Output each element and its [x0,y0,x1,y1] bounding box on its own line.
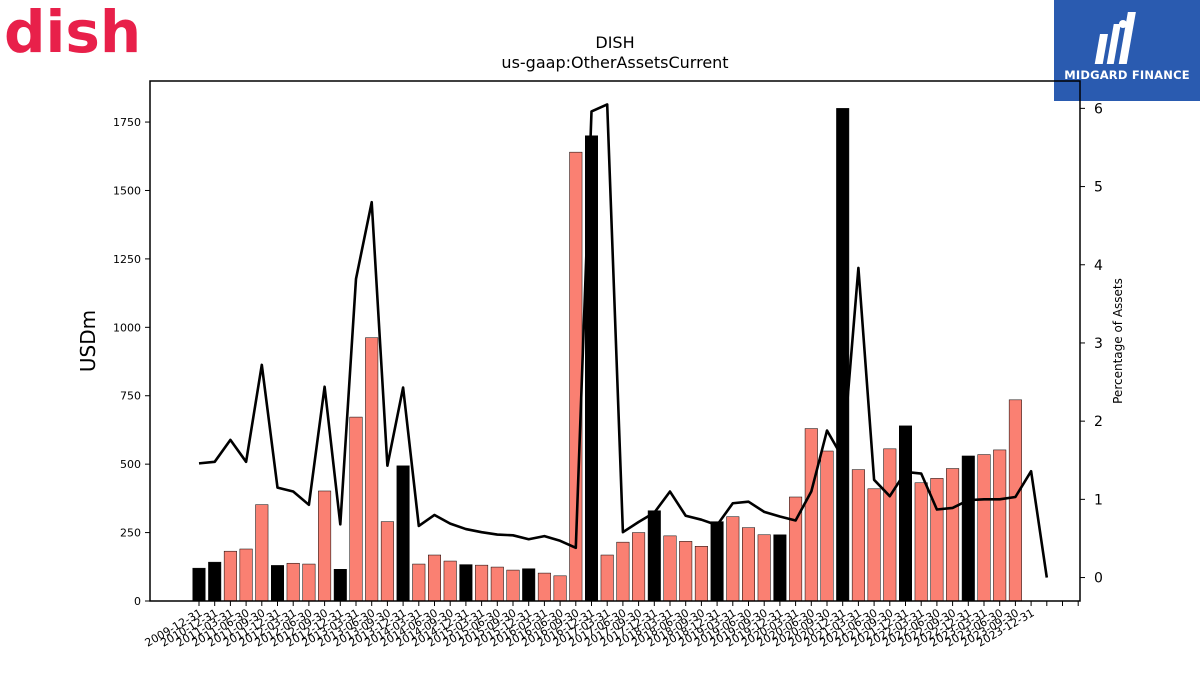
bar-2017-06-30 [663,535,677,602]
bar-2010-06-30 [223,550,237,602]
bar-2019-03-31 [773,534,787,602]
bar-2013-09-30 [428,554,441,602]
bar-2020-12-31 [883,448,897,602]
bar-2022-06-30 [977,454,991,602]
bar-2019-09-30 [804,428,818,602]
bar-2015-09-30 [553,575,567,602]
bar-2015-06-30 [537,572,551,602]
y-tick-label-1500: 1500 [113,184,141,197]
y2-axis-label: Percentage of Assets [1111,278,1125,404]
bar-2011-03-31 [271,565,284,602]
bar-2013-03-31 [396,465,410,602]
bar-2017-12-31 [694,546,708,602]
bar-2021-06-30 [914,482,928,602]
bar-2016-12-31 [632,532,646,602]
midgard-emblem-icon [1094,12,1136,64]
bar-2012-09-30 [365,337,379,602]
bar-2016-09-30 [616,541,630,602]
y-tick-label-1750: 1750 [113,116,141,129]
y-tick-label-750: 750 [120,390,141,403]
bar-2009-12-31 [192,567,206,602]
bar-2015-03-31 [522,568,536,602]
bar-2018-03-31 [710,521,724,602]
chart-subtitle: us-gaap:OtherAssetsCurrent [501,53,728,72]
y2-tick-label-0: 0 [1094,571,1103,587]
y-tick-label-0: 0 [134,595,141,608]
y2-tick-label-5: 5 [1094,180,1103,196]
bar-2010-09-30 [239,548,253,602]
y-tick-label-250: 250 [120,527,141,540]
bar-2021-12-31 [946,468,960,602]
bar-2013-06-30 [412,563,426,602]
midgard-logo-text: MIDGARD FINANCE [1064,68,1190,82]
bar-2018-09-30 [742,527,755,602]
bar-2016-06-30 [600,554,614,602]
bar-2012-06-30 [349,416,363,602]
bar-2014-12-31 [506,569,520,602]
y-axis-label: USDm [76,310,100,372]
bar-2011-12-31 [318,490,332,602]
bar-2021-03-31 [899,425,912,602]
bar-2014-03-31 [459,564,473,602]
bar-2012-12-31 [380,521,394,602]
bar-2020-06-30 [851,469,865,602]
y2-tick-label-6: 6 [1094,101,1103,117]
y2-tick-label-4: 4 [1094,258,1103,274]
y-tick-label-1000: 1000 [113,321,141,334]
y2-tick-label-3: 3 [1094,336,1103,352]
bar-2010-12-31 [255,504,269,602]
bar-2014-09-30 [490,566,504,602]
bar-2020-03-31 [836,108,850,602]
dish-logo: dish [4,0,144,66]
bar-2022-12-31 [1008,399,1022,602]
bar-2018-12-31 [757,534,771,602]
midgard-finance-logo: MIDGARD FINANCE [1054,0,1200,101]
y2-tick-label-2: 2 [1094,414,1103,430]
bar-2020-09-30 [867,488,881,602]
plot-frame [149,80,1081,602]
y-tick-label-500: 500 [120,458,141,471]
bar-2018-06-30 [726,516,740,602]
bar-2012-03-31 [333,569,347,602]
chart-title: DISH [595,33,634,52]
bar-2011-09-30 [302,563,316,602]
bar-2017-03-31 [647,510,661,602]
bar-2022-09-30 [993,449,1007,602]
bar-2022-03-31 [961,455,975,602]
dish-logo-text: dish [4,2,141,58]
bar-2013-12-31 [443,560,457,602]
bar-2014-06-30 [475,564,489,602]
line-percentage-of-assets [198,103,1049,578]
bar-2017-09-30 [679,541,693,602]
bar-2019-12-31 [820,450,834,602]
bar-2011-06-30 [286,562,300,602]
y-tick-label-1250: 1250 [113,253,141,266]
bar-2010-03-31 [208,561,222,602]
y2-tick-label-1: 1 [1094,492,1103,508]
